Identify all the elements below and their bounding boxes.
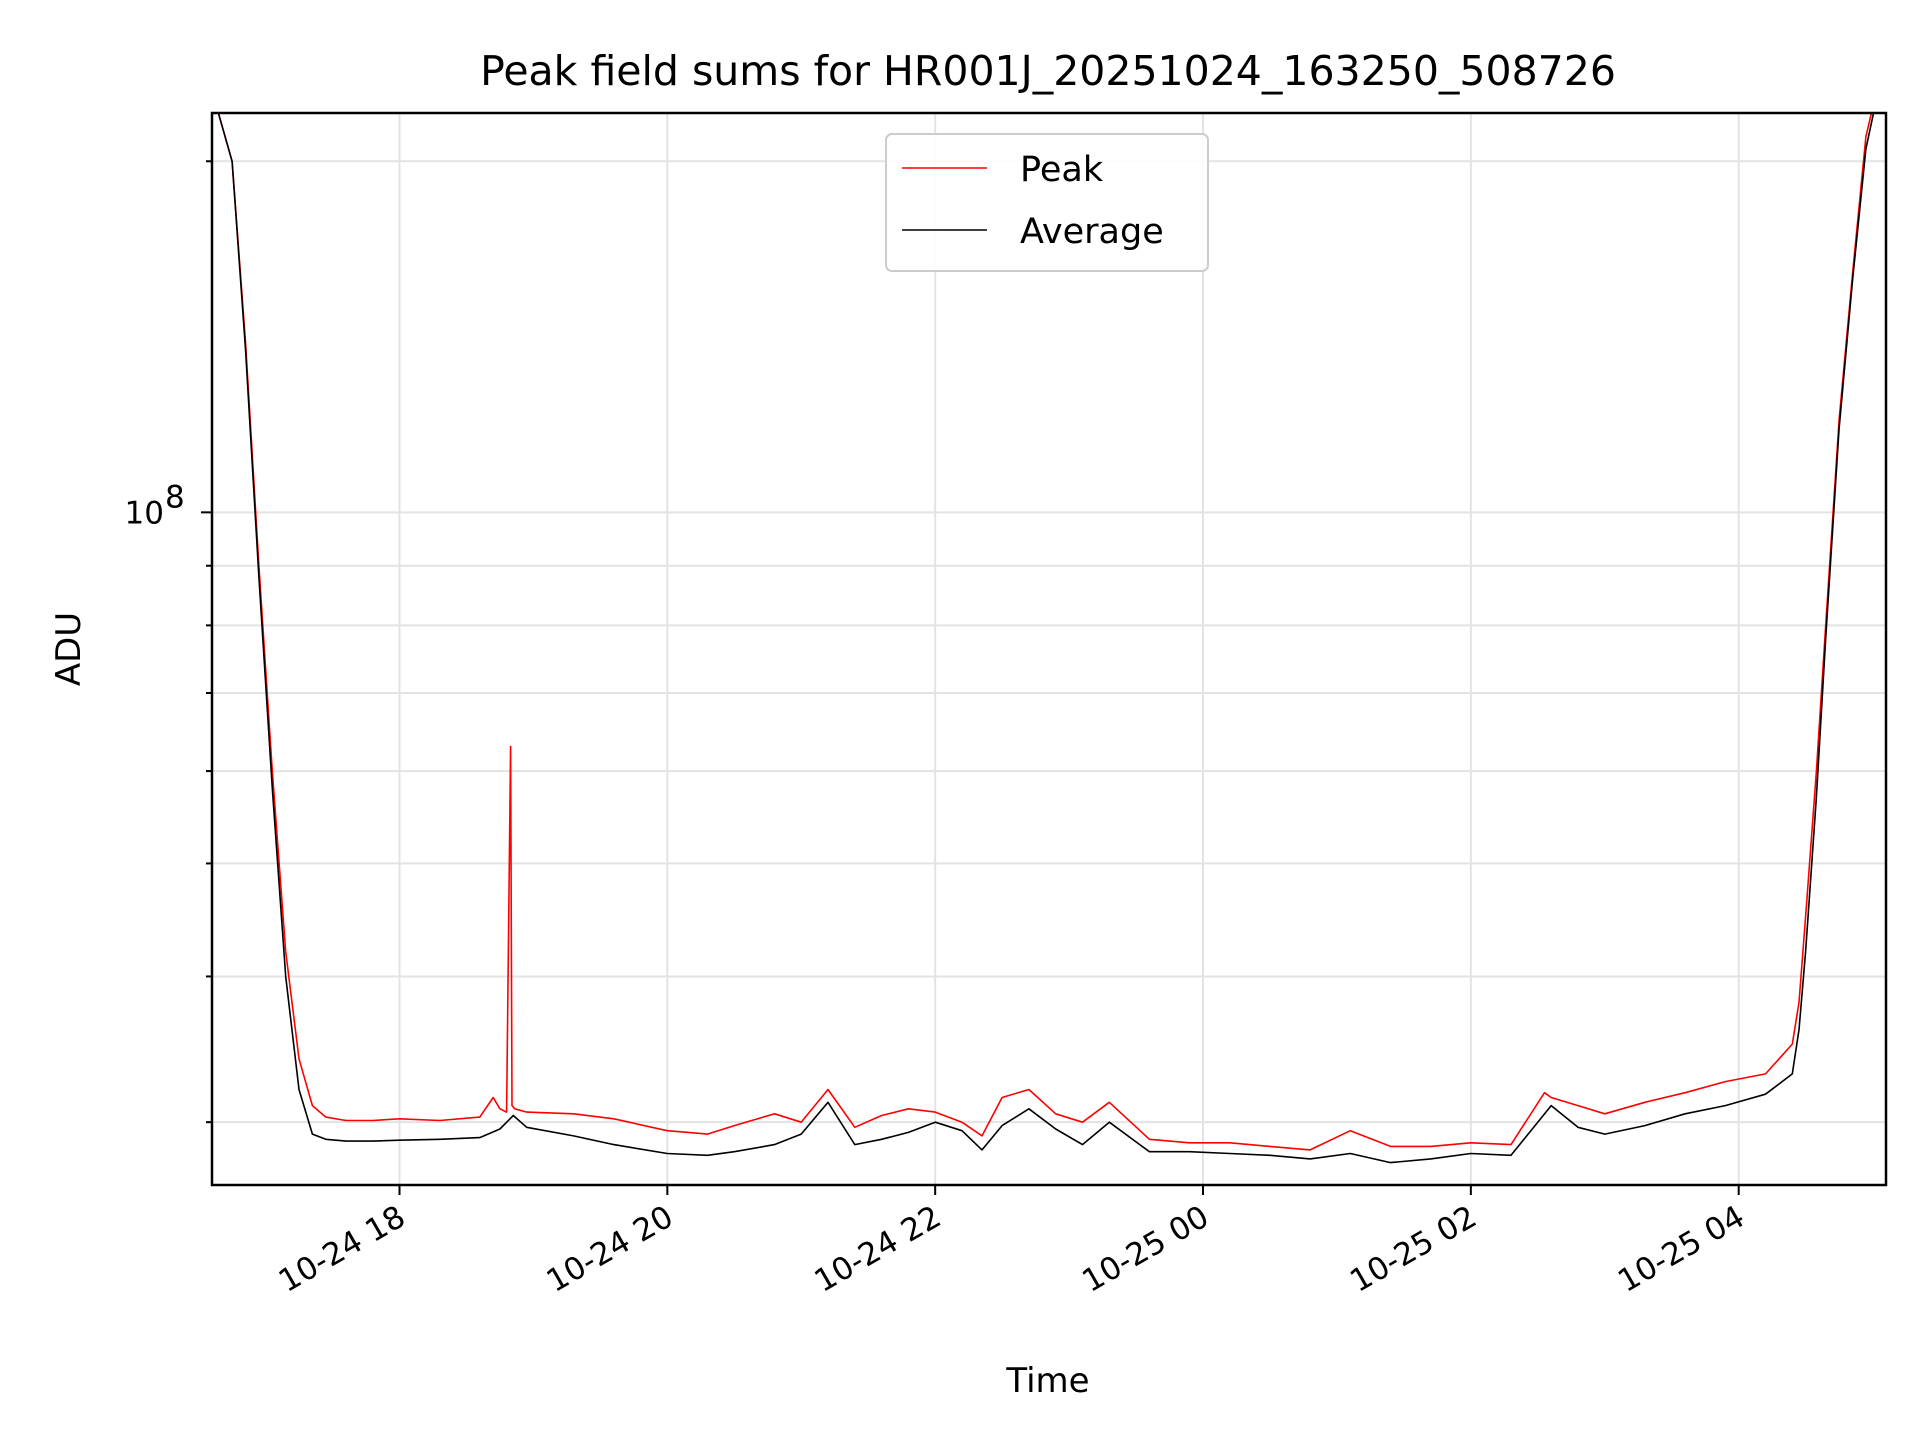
y-axis: 10 8 bbox=[125, 160, 212, 1124]
series-layer bbox=[217, 113, 1875, 1164]
y-tick-label: 10 bbox=[125, 495, 164, 531]
series-peak-line bbox=[217, 113, 1873, 1151]
series-average-line bbox=[217, 113, 1875, 1164]
plot-frame bbox=[210, 111, 1888, 1187]
x-axis-label: Time bbox=[1005, 1361, 1089, 1401]
chart-title: Peak field sums for HR001J_20251024_1632… bbox=[480, 47, 1616, 95]
legend: Peak Average bbox=[885, 133, 1209, 272]
legend-peak-label: Peak bbox=[1020, 150, 1104, 190]
y-axis-label: ADU bbox=[49, 612, 89, 686]
y-tick-label-exponent: 8 bbox=[165, 479, 185, 515]
legend-average-label: Average bbox=[1020, 212, 1164, 252]
